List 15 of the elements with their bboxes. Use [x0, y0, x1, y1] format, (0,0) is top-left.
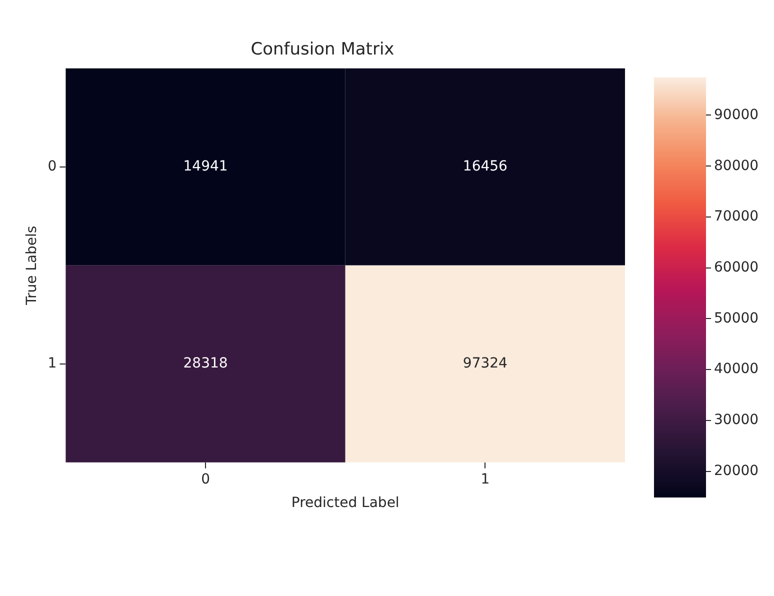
color-bar-label: 70000	[714, 208, 759, 225]
color-bar-label: 90000	[714, 106, 759, 123]
x-axis-title: Predicted Label	[291, 495, 400, 512]
color-bar-label: 40000	[714, 361, 759, 378]
data-label: 97324	[462, 356, 508, 372]
color-bar-label: 50000	[714, 310, 759, 326]
data-label: 28318	[183, 356, 228, 372]
y-axis-title: True Labels	[24, 226, 40, 306]
color-bar-label: 30000	[714, 412, 759, 428]
color-bar-label: 80000	[714, 158, 759, 174]
data-label: 16456	[462, 158, 508, 175]
data-label: 14941	[183, 158, 228, 175]
color-bar-label: 60000	[714, 259, 759, 276]
color-bar-label: 20000	[714, 462, 759, 479]
chart-title: Confusion Matrix	[250, 40, 394, 60]
